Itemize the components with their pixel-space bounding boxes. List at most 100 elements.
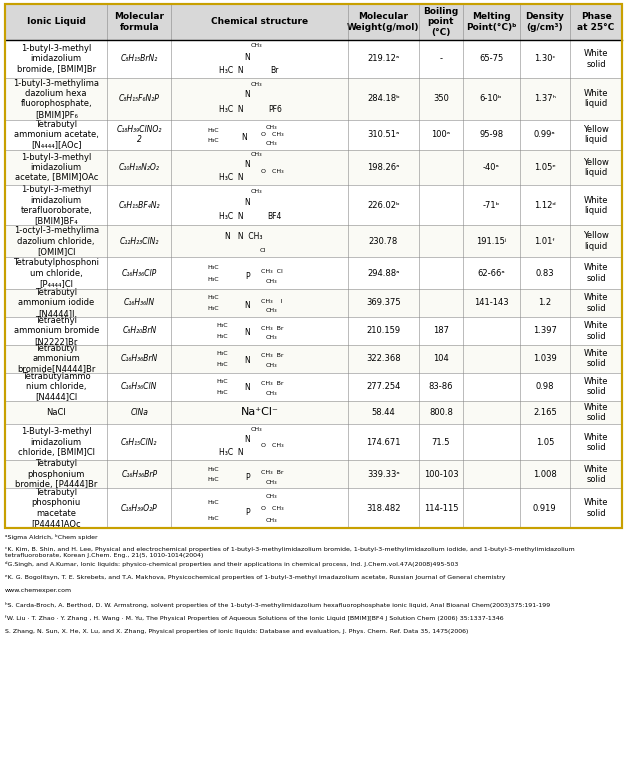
Bar (5, 225, 622, 257)
Bar (5, 317, 622, 345)
Text: 1.30ᶜ: 1.30ᶜ (534, 54, 556, 64)
Text: 310.51ᵃ: 310.51ᵃ (367, 130, 399, 139)
Text: S. Zhang, N. Sun, X. He, X. Lu, and X. Zhang, Physical properties of ionic liqui: S. Zhang, N. Sun, X. He, X. Lu, and X. Z… (5, 629, 468, 633)
Text: 0.919: 0.919 (533, 504, 557, 513)
Text: -71ᵇ: -71ᵇ (483, 201, 500, 210)
Text: White
solid: White solid (584, 349, 608, 369)
Text: 100-103: 100-103 (424, 469, 458, 479)
Text: 800.8: 800.8 (429, 408, 453, 417)
Text: Tetrabutylphosphoni
um chloride,
[P₄₄₄₄]Cl: Tetrabutylphosphoni um chloride, [P₄₄₄₄]… (13, 258, 99, 288)
Text: Ionic Liquid: Ionic Liquid (27, 18, 86, 26)
Text: Tetraethyl
ammonium bromide
[N2222]Br: Tetraethyl ammonium bromide [N2222]Br (14, 316, 99, 346)
Text: Yellow
liquid: Yellow liquid (583, 231, 609, 251)
Bar (5, 372, 622, 400)
Text: 294.88ᵃ: 294.88ᵃ (367, 268, 399, 278)
Text: White
liquid: White liquid (584, 196, 608, 215)
Text: 104: 104 (433, 354, 449, 363)
Text: ᵃSigma Aldrich, ᵇChem spider: ᵃSigma Aldrich, ᵇChem spider (5, 534, 98, 540)
Text: 318.482: 318.482 (366, 504, 401, 513)
Text: 2.165: 2.165 (533, 408, 557, 417)
Text: NaCl: NaCl (46, 408, 66, 417)
Bar (5, 78, 622, 120)
Text: C₁₆H₃₆IN: C₁₆H₃₆IN (124, 299, 155, 307)
Text: 1.397: 1.397 (533, 327, 557, 335)
Text: 1.2: 1.2 (538, 299, 551, 307)
Bar (5, 345, 622, 372)
Text: C₈H₁₅BF₄N₂: C₈H₁₅BF₄N₂ (119, 201, 160, 210)
Text: 0.99ᵃ: 0.99ᵃ (534, 130, 556, 139)
Text: H₃C: H₃C (208, 500, 219, 504)
Text: BF4: BF4 (268, 212, 282, 221)
Text: 322.368: 322.368 (366, 354, 401, 363)
Bar (5, 150, 622, 185)
Text: ᵈG.Singh, and A.Kumar, Ionic liquids: physico-chemical properties and their appl: ᵈG.Singh, and A.Kumar, Ionic liquids: ph… (5, 561, 458, 567)
Bar (5, 40, 622, 78)
Text: CH₃  Br: CH₃ Br (261, 470, 283, 476)
Text: CH₃: CH₃ (266, 141, 278, 146)
Text: 141-143: 141-143 (474, 299, 508, 307)
Text: Tetrabutyl
ammonium
bromide[N4444]Br: Tetrabutyl ammonium bromide[N4444]Br (17, 344, 95, 373)
Text: Tetrabutyl
ammonium acetate,
[N₄₄₄₄][AOc]: Tetrabutyl ammonium acetate, [N₄₄₄₄][AOc… (14, 120, 98, 150)
Text: Tetrabutyl
phosphonium
bromide, [P4444]Br: Tetrabutyl phosphonium bromide, [P4444]B… (15, 459, 97, 489)
Text: H₃C: H₃C (208, 138, 219, 143)
Text: C₈H₁₅BrN₂: C₈H₁₅BrN₂ (121, 54, 158, 64)
Text: 1.008: 1.008 (533, 469, 557, 479)
Text: 350: 350 (433, 94, 449, 103)
Text: 226.02ᵇ: 226.02ᵇ (367, 201, 400, 210)
Text: O   CH₃: O CH₃ (260, 443, 283, 449)
Text: H₃C: H₃C (208, 127, 219, 133)
Text: White
solid: White solid (584, 498, 608, 518)
Text: White
solid: White solid (584, 433, 608, 452)
Text: 83-86: 83-86 (429, 382, 453, 391)
Text: H₃C  N: H₃C N (219, 66, 244, 74)
Text: 0.83: 0.83 (535, 268, 554, 278)
Text: C₁₆H₃₆BrN: C₁₆H₃₆BrN (121, 354, 158, 363)
Text: H₃C: H₃C (208, 466, 219, 472)
Text: H₃C  N: H₃C N (219, 173, 244, 182)
Text: 1-Butyl-3-methyl
imidazolium
chloride, [BMIM]Cl: 1-Butyl-3-methyl imidazolium chloride, [… (18, 428, 95, 457)
Text: White
solid: White solid (584, 263, 608, 282)
Text: CH₃: CH₃ (251, 43, 262, 48)
Text: 1.05ᵉ: 1.05ᵉ (534, 163, 556, 172)
Bar (5, 289, 622, 317)
Text: Tetrabutyl
ammonium iodide
[N4444]I: Tetrabutyl ammonium iodide [N4444]I (18, 288, 95, 318)
Text: 0.98: 0.98 (535, 382, 554, 391)
Text: 71.5: 71.5 (431, 438, 450, 447)
Text: 114-115: 114-115 (424, 504, 458, 513)
Text: Boiling
point
(°C): Boiling point (°C) (423, 7, 458, 37)
Text: White
solid: White solid (584, 293, 608, 313)
Text: C₁₀H₁₈N₂O₂: C₁₀H₁₈N₂O₂ (119, 163, 160, 172)
Text: Melting
Point(°C)ᵇ: Melting Point(°C)ᵇ (466, 12, 517, 32)
Text: O   CH₃: O CH₃ (260, 506, 283, 511)
Text: N: N (245, 301, 250, 310)
Text: H₃C: H₃C (217, 351, 228, 355)
Bar (5, 4, 622, 528)
Text: 58.44: 58.44 (372, 408, 395, 417)
Bar (5, 400, 622, 424)
Text: 62-66ᵃ: 62-66ᵃ (477, 268, 505, 278)
Text: 191.15ʲ: 191.15ʲ (476, 237, 507, 246)
Bar (5, 257, 622, 289)
Text: H₃C: H₃C (208, 296, 219, 300)
Text: O   CH₃: O CH₃ (260, 132, 283, 137)
Text: 1-butyl-3-methyl
imidazolium
terafluoroborate,
[BMIM]BF₄: 1-butyl-3-methyl imidazolium terafluorob… (20, 185, 92, 225)
Text: CH₃: CH₃ (266, 480, 278, 484)
Text: 187: 187 (433, 327, 449, 335)
Text: Molecular
Weight(g/mol): Molecular Weight(g/mol) (347, 12, 419, 32)
Bar (5, 185, 622, 225)
Text: N: N (241, 133, 247, 142)
Text: C₁₆H₃₆ClN: C₁₆H₃₆ClN (121, 382, 157, 391)
Text: H₃C: H₃C (217, 362, 228, 367)
Text: White
solid: White solid (584, 465, 608, 484)
Text: H₃C  N: H₃C N (219, 448, 244, 457)
Text: CH₃  Br: CH₃ Br (261, 353, 283, 359)
Text: Na⁺Cl⁻: Na⁺Cl⁻ (241, 407, 278, 417)
Text: C₈H₁₅ClN₂: C₈H₁₅ClN₂ (121, 438, 157, 447)
Text: H₃C: H₃C (208, 477, 219, 483)
Text: CH₃: CH₃ (266, 363, 278, 368)
Text: ᶠW. Liu · T. Zhao · Y. Zhang , H. Wang · M. Yu, The Physical Properties of Aqueo: ᶠW. Liu · T. Zhao · Y. Zhang , H. Wang ·… (5, 615, 503, 621)
Text: H₃C  N: H₃C N (219, 105, 244, 114)
Text: Density
(g/cm³): Density (g/cm³) (525, 12, 564, 32)
Text: ᵉK. G. Bogolitsyn, T. E. Skrebets, and T.A. Makhova, Physicochemical properties : ᵉK. G. Bogolitsyn, T. E. Skrebets, and T… (5, 574, 505, 580)
Text: CH₃  Br: CH₃ Br (261, 381, 283, 386)
